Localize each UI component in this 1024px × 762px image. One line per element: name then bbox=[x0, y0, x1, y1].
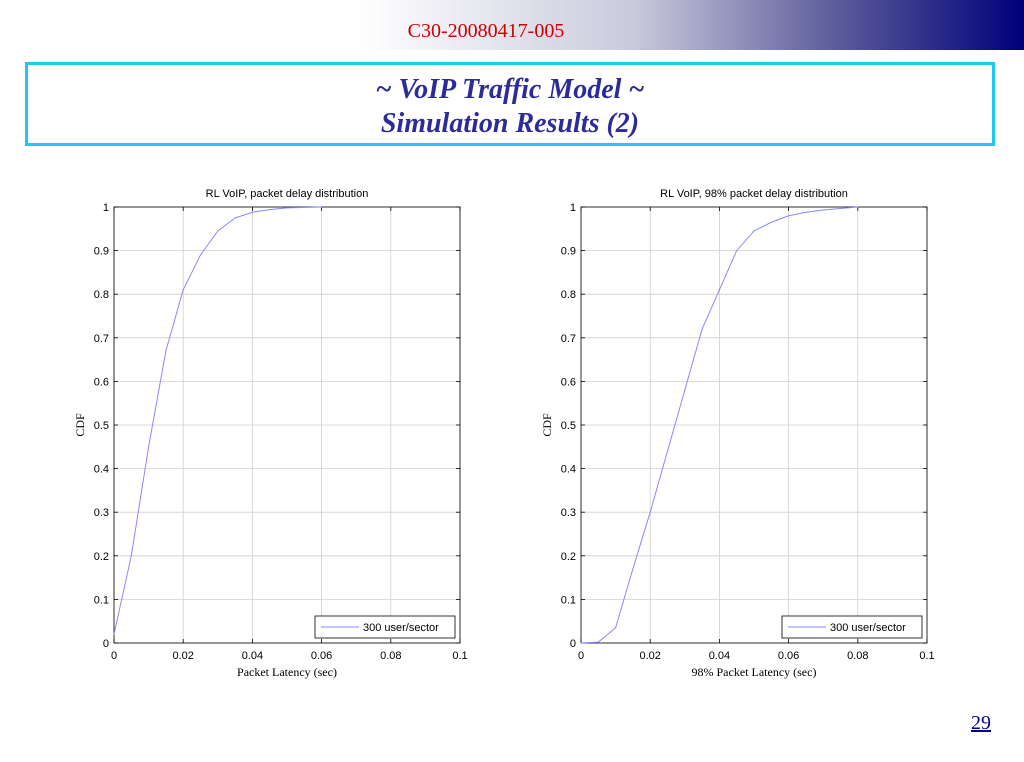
series-point bbox=[286, 207, 288, 209]
y-axis-label: CDF bbox=[73, 413, 87, 437]
x-tick-label: 0.04 bbox=[242, 650, 263, 662]
x-tick-label: 0.04 bbox=[709, 650, 730, 662]
series-point bbox=[321, 206, 323, 208]
chart-title: RL VoIP, 98% packet delay distribution bbox=[660, 188, 848, 200]
x-tick-label: 0.02 bbox=[172, 650, 193, 662]
series-point bbox=[615, 627, 617, 629]
series-point bbox=[718, 289, 720, 291]
y-tick-label: 0.4 bbox=[94, 464, 109, 476]
series-point bbox=[753, 230, 755, 232]
y-tick-label: 0.8 bbox=[561, 289, 576, 301]
series-point bbox=[269, 209, 271, 211]
series-point bbox=[217, 230, 219, 232]
document-id: C30-20080417-005 bbox=[407, 20, 565, 42]
x-tick-label: 0.08 bbox=[380, 650, 401, 662]
y-tick-label: 0.4 bbox=[561, 464, 576, 476]
series-point bbox=[857, 206, 859, 208]
y-tick-label: 0.9 bbox=[94, 246, 109, 258]
legend-label: 300 user/sector bbox=[830, 622, 906, 634]
series-point bbox=[234, 217, 236, 219]
chart-title: RL VoIP, packet delay distribution bbox=[206, 188, 369, 200]
page-number-link[interactable]: 29 bbox=[971, 712, 991, 734]
series-point bbox=[130, 555, 132, 557]
x-axis-label: 98% Packet Latency (sec) bbox=[692, 665, 817, 679]
y-tick-label: 0.9 bbox=[561, 246, 576, 258]
y-tick-label: 0.5 bbox=[94, 420, 109, 432]
series-point bbox=[148, 446, 150, 448]
x-tick-label: 0.06 bbox=[778, 650, 799, 662]
series-point bbox=[736, 250, 738, 252]
header-banner bbox=[0, 0, 1024, 50]
legend-label: 300 user/sector bbox=[363, 622, 439, 634]
y-tick-label: 0.2 bbox=[561, 551, 576, 563]
y-tick-label: 1 bbox=[570, 202, 576, 214]
series-point bbox=[182, 289, 184, 291]
x-tick-label: 0.02 bbox=[639, 650, 660, 662]
slide-title-box: ~ VoIP Traffic Model ~ Simulation Result… bbox=[25, 62, 995, 146]
y-tick-label: 0.7 bbox=[94, 333, 109, 345]
series-point bbox=[701, 328, 703, 330]
y-tick-label: 1 bbox=[103, 202, 109, 214]
y-tick-label: 0.8 bbox=[94, 289, 109, 301]
y-tick-label: 0 bbox=[103, 638, 109, 650]
series-point bbox=[632, 568, 634, 570]
x-tick-label: 0.1 bbox=[452, 650, 467, 662]
y-tick-label: 0 bbox=[570, 638, 576, 650]
series-point bbox=[788, 215, 790, 217]
y-tick-label: 0.5 bbox=[561, 420, 576, 432]
series-line bbox=[580, 206, 858, 644]
series-point bbox=[199, 254, 202, 256]
series-point bbox=[649, 511, 651, 513]
y-tick-label: 0.3 bbox=[94, 507, 109, 519]
series-point bbox=[597, 641, 599, 643]
series-point bbox=[113, 633, 115, 635]
series-point bbox=[251, 211, 253, 213]
legend-box bbox=[314, 615, 456, 639]
x-tick-label: 0.06 bbox=[311, 650, 332, 662]
x-tick-label: 0 bbox=[111, 650, 117, 662]
x-tick-label: 0.1 bbox=[919, 650, 934, 662]
chart-packet-delay: 0 0.02 0.04 0.06 0.08 0.1 0 0.1 0.2 0.3 0.4 0.5 0.6 0… bbox=[73, 188, 468, 679]
series-point bbox=[580, 642, 582, 644]
y-tick-label: 0.3 bbox=[561, 507, 576, 519]
series-point bbox=[666, 450, 669, 452]
chart-98pct-packet-delay: 0 0.02 0.04 0.06 0.08 0.1 0 0.1 0.2 0.3 0.4 0.5 0.6 0… bbox=[540, 188, 935, 679]
x-tick-label: 0.08 bbox=[847, 650, 868, 662]
y-tick-label: 0.2 bbox=[94, 551, 109, 563]
series-point bbox=[165, 350, 167, 352]
y-tick-label: 0.1 bbox=[561, 594, 576, 606]
y-tick-label: 0.6 bbox=[94, 376, 109, 388]
x-tick-label: 0 bbox=[578, 650, 584, 662]
slide-title-line-2: Simulation Results (2) bbox=[380, 108, 640, 139]
x-axis-label: Packet Latency (sec) bbox=[237, 665, 337, 679]
y-tick-label: 0.1 bbox=[94, 594, 109, 606]
y-tick-label: 0.7 bbox=[561, 333, 576, 345]
series-point bbox=[822, 209, 824, 211]
y-axis-label: CDF bbox=[540, 413, 554, 437]
series-point bbox=[805, 211, 807, 213]
series-point bbox=[684, 389, 686, 391]
series-point bbox=[770, 221, 772, 223]
series-line bbox=[113, 206, 322, 635]
y-tick-label: 0.6 bbox=[561, 376, 576, 388]
slide-title-line-1: ~ VoIP Traffic Model ~ bbox=[375, 74, 645, 105]
legend-box bbox=[781, 615, 923, 639]
